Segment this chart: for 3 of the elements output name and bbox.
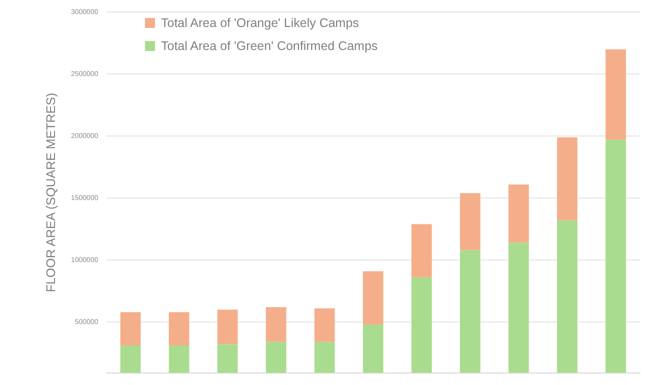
legend-label: Total Area of 'Green' Confirmed Camps	[161, 39, 378, 53]
legend-label: Total Area of 'Orange' Likely Camps	[161, 16, 359, 30]
y-axis-title: FLOOR AREA (SQUARE METRES)	[44, 92, 58, 292]
